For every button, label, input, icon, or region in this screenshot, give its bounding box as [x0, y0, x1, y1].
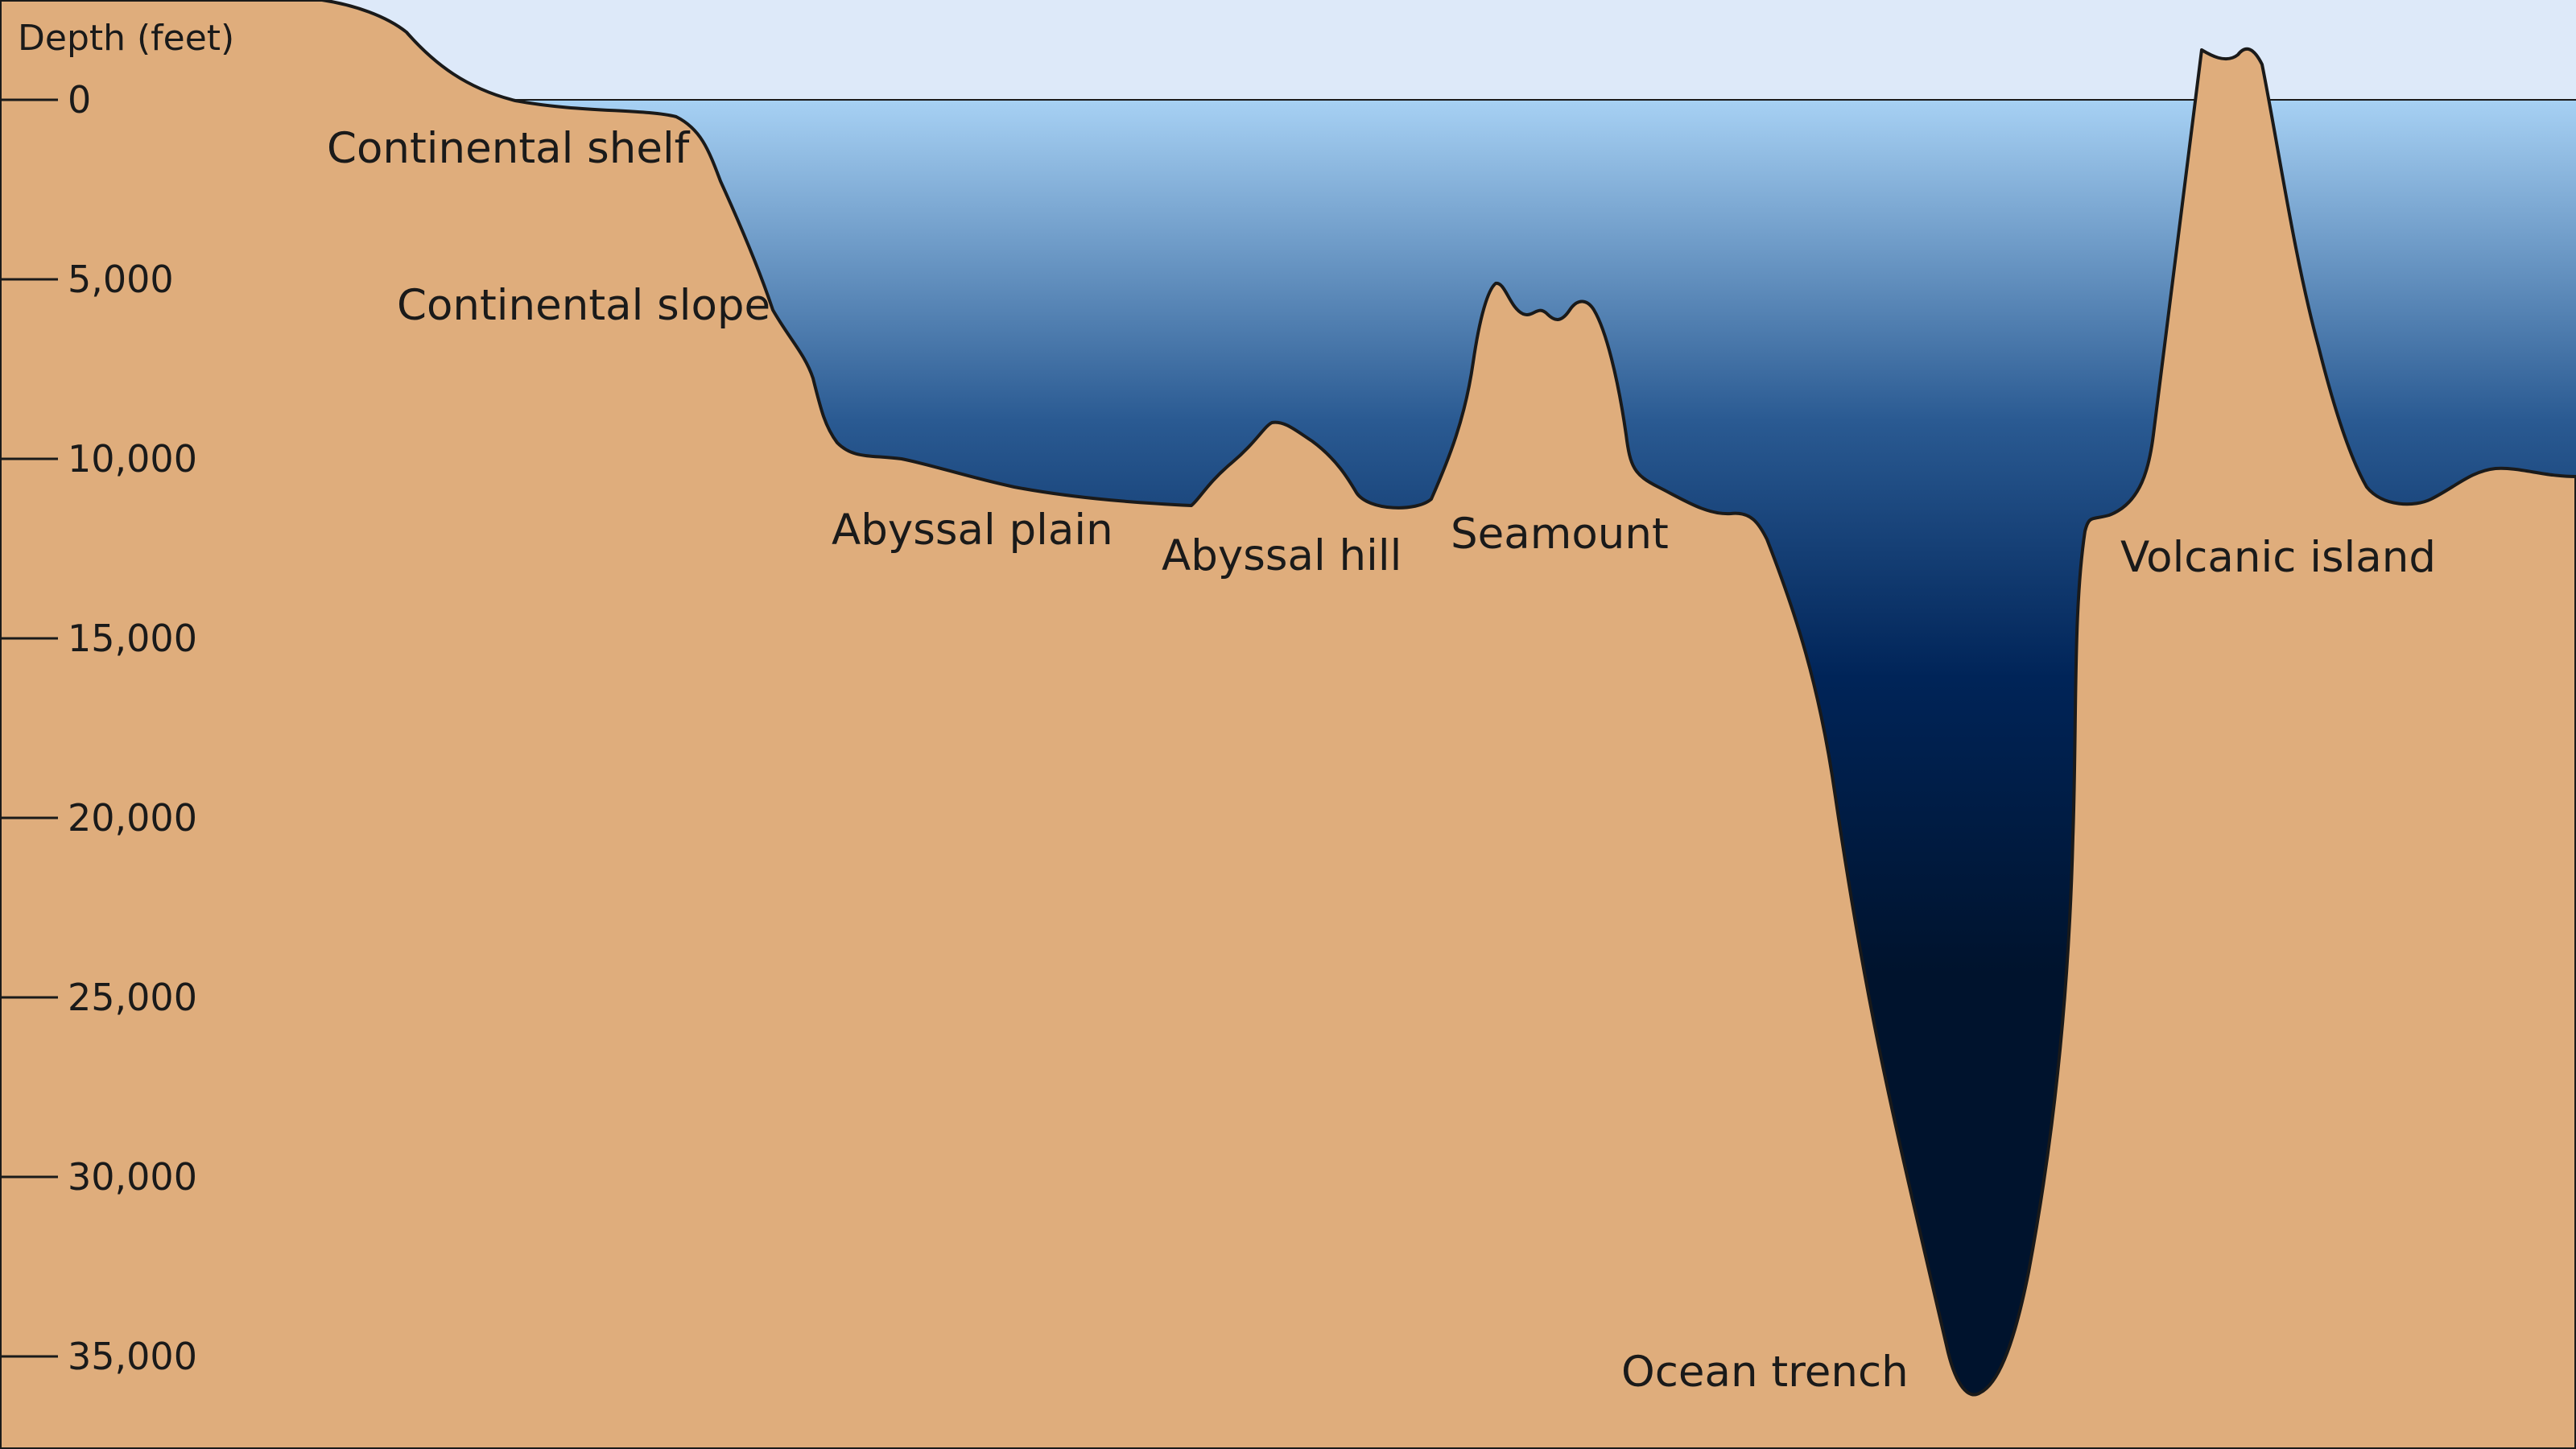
depth-tick-label: 5,000	[68, 258, 174, 301]
depth-tick-label: 0	[68, 78, 91, 122]
label-ocean-trench: Ocean trench	[1621, 1348, 1909, 1397]
label-abyssal-hill: Abyssal hill	[1162, 531, 1402, 580]
label-seamount: Seamount	[1451, 510, 1669, 559]
depth-tick-label: 25,000	[68, 976, 197, 1019]
label-continental-shelf: Continental shelf	[327, 124, 691, 173]
depth-tick-label: 10,000	[68, 437, 197, 481]
label-volcanic-island: Volcanic island	[2120, 533, 2436, 582]
depth-tick-label: 15,000	[68, 617, 197, 660]
label-continental-slope: Continental slope	[397, 281, 770, 330]
depth-tick-label: 30,000	[68, 1155, 197, 1199]
depth-axis-title: Depth (feet)	[18, 18, 234, 59]
depth-tick-label: 35,000	[68, 1335, 197, 1378]
depth-tick-label: 20,000	[68, 796, 197, 840]
depth-axis: 0 5,000 10,000 15,000 20,000 25,000 30,000 35,0…	[0, 78, 197, 1378]
label-abyssal-plain: Abyssal plain	[832, 506, 1113, 555]
